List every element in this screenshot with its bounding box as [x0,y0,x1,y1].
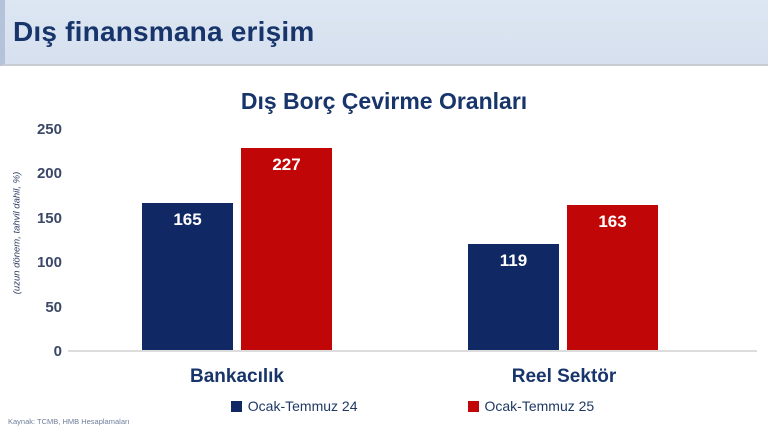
chart-legend: Ocak-Temmuz 24 Ocak-Temmuz 25 [68,398,757,414]
y-tick-label: 50 [45,298,62,316]
bar-group: 165 227 [142,128,332,350]
y-tick-label: 0 [53,343,62,360]
legend-swatch-icon [467,400,479,412]
legend-item: Ocak-Temmuz 24 [230,398,358,414]
y-tick-label: 200 [36,165,62,183]
y-tick-label: 150 [36,209,62,227]
bar-value-label: 165 [173,210,202,230]
y-tick-label: 250 [36,121,62,138]
legend-label: Ocak-Temmuz 24 [247,398,358,414]
slide-header: Dış finansmana erişim [0,0,768,66]
bar: 165 [142,203,233,350]
bar: 119 [468,244,559,350]
legend-label: Ocak-Temmuz 25 [484,398,595,414]
source-note: Kaynak: TCMB, HMB Hesaplamaları [8,417,130,426]
bar: 163 [567,205,658,350]
legend-swatch-icon [230,400,242,412]
plot-area: 165 227 119 163 [68,130,757,352]
bar-group: 119 163 [468,128,658,350]
legend-item: Ocak-Temmuz 25 [467,398,595,414]
page-title: Dış finansmana erişim [13,16,315,47]
bar-value-label: 163 [598,212,627,232]
y-axis-ticks: 0 50 100 150 200 250 [20,121,62,360]
bar: 227 [241,148,332,350]
bar-value-label: 227 [272,155,301,175]
category-label: Reel Sektör [511,366,617,387]
category-label: Bankacılık [190,366,284,387]
bar-value-label: 119 [499,251,528,271]
chart-title: Dış Borç Çevirme Oranları [240,88,528,114]
y-tick-label: 100 [36,254,62,272]
